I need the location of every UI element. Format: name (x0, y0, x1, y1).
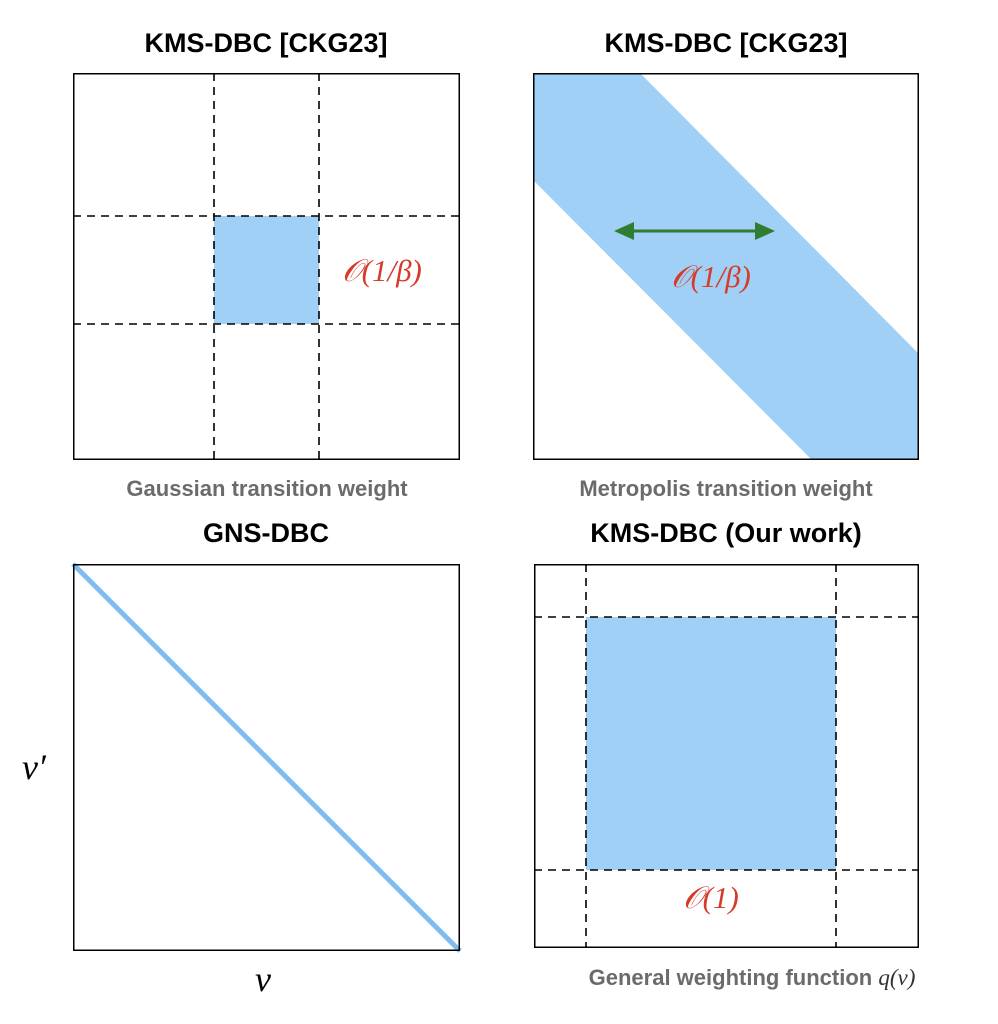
panel-2-arrow-head-left (614, 222, 634, 240)
y-axis-label: ν′ (22, 747, 46, 787)
panel-2-frame (533, 73, 919, 460)
panel-1-title: KMS-DBC [CKG23] (144, 28, 388, 58)
panel-2-arrow-head-right (755, 222, 775, 240)
panel-4-fill-square (586, 617, 836, 870)
panel-3-frame (73, 564, 460, 951)
panel-4-caption: General weighting function q(ν) (589, 965, 916, 991)
panel-4-title: KMS-DBC (Our work) (590, 518, 862, 548)
panel-3-diagram (71, 562, 462, 953)
panel-1-caption: Gaussian transition weight (126, 476, 408, 501)
panel-2-order-label: 𝒪(1/β) (671, 259, 751, 294)
panel-4-caption-text: General weighting function (588, 965, 873, 990)
panel-2-caption: Metropolis transition weight (579, 476, 873, 501)
panel-4-diagram (534, 564, 919, 948)
panel-3-title: GNS-DBC (203, 518, 329, 548)
panel-4-caption-math: q(ν) (878, 965, 916, 990)
panel-4-order-label: 𝒪(1) (683, 880, 739, 915)
panel-1-order-label: 𝒪(1/β) (342, 253, 422, 288)
panel-4-frame (534, 564, 919, 948)
panel-1-fill-square (214, 216, 319, 324)
panel-1-diagram (73, 73, 460, 460)
x-axis-label: ν (255, 959, 271, 999)
panel-2-title: KMS-DBC [CKG23] (604, 28, 848, 58)
panel-1-frame (73, 73, 460, 460)
panel-2-fill-band (533, 73, 919, 460)
panel-2-diagram (533, 73, 919, 460)
panel-3-diagonal-line (71, 562, 462, 953)
